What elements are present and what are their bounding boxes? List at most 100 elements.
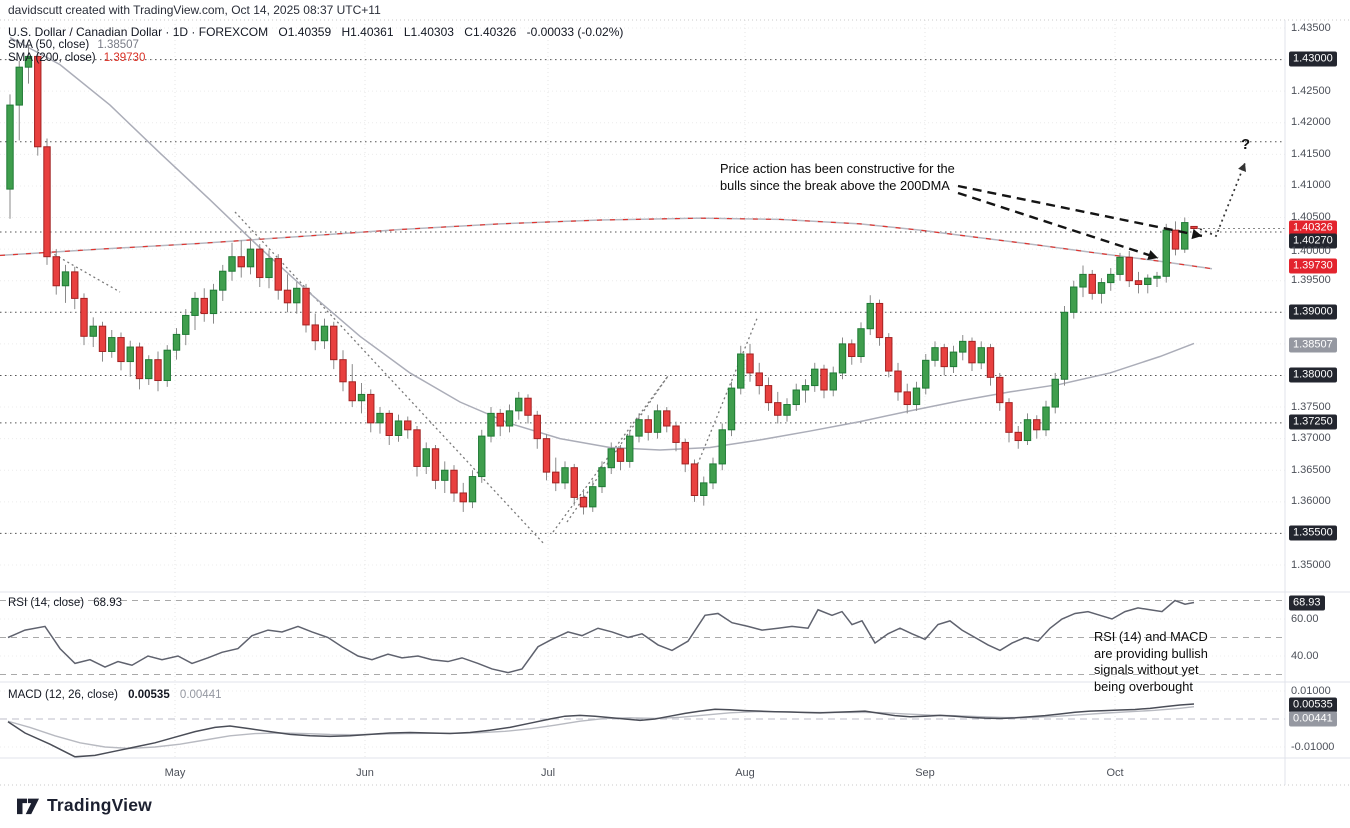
macd-legend[interactable]: MACD (12, 26, close) 0.00535 0.00441 bbox=[8, 689, 222, 701]
candle bbox=[1014, 431, 1022, 442]
attribution-text: davidscutt created with TradingView.com,… bbox=[8, 3, 381, 17]
rsi-label: RSI (14, close) bbox=[8, 597, 85, 609]
rsi-note-line1: RSI (14) and MACD bbox=[1094, 629, 1208, 644]
candle bbox=[61, 271, 70, 287]
candle bbox=[598, 467, 606, 488]
candle bbox=[949, 351, 958, 368]
candle bbox=[1134, 280, 1143, 285]
candle bbox=[709, 463, 717, 484]
candle bbox=[1005, 402, 1013, 433]
candle bbox=[367, 393, 375, 424]
candle bbox=[681, 441, 689, 465]
candle bbox=[6, 104, 14, 190]
macd-axis-label: 0.01000 bbox=[1291, 685, 1331, 697]
time-axis-month-label: Oct bbox=[1106, 767, 1124, 779]
price-axis-label: 1.41000 bbox=[1291, 179, 1331, 191]
candle bbox=[394, 420, 403, 436]
candle bbox=[15, 66, 23, 106]
candle bbox=[1051, 378, 1059, 408]
candle bbox=[616, 448, 625, 462]
moving-averages-layer bbox=[0, 36, 1213, 451]
candle bbox=[764, 385, 773, 404]
macd-axis-label: -0.01000 bbox=[1291, 741, 1335, 753]
candle bbox=[431, 448, 440, 481]
candle bbox=[626, 435, 634, 462]
candle bbox=[1023, 419, 1032, 442]
ohlc-low: L1.40303 bbox=[403, 25, 454, 39]
candle bbox=[875, 302, 884, 339]
main-note-line1: Price action has been constructive for t… bbox=[720, 161, 955, 176]
candle bbox=[755, 372, 763, 387]
candle bbox=[330, 325, 338, 361]
rsi-axis-badge: 68.93 bbox=[1289, 595, 1325, 611]
candle bbox=[71, 271, 79, 299]
sma50-legend[interactable]: SMA (50, close) 1.38507 bbox=[8, 39, 139, 51]
rsi-axis-label: 60.00 bbox=[1291, 613, 1319, 625]
candle bbox=[246, 248, 255, 268]
candle bbox=[1181, 222, 1189, 250]
price-axis-label: 1.37000 bbox=[1291, 432, 1331, 444]
candle bbox=[894, 370, 902, 393]
price-axis-label: 1.35000 bbox=[1291, 559, 1331, 571]
candle bbox=[820, 368, 828, 391]
candle bbox=[792, 389, 800, 406]
candle bbox=[117, 337, 125, 363]
candle bbox=[108, 337, 116, 352]
rsi-legend[interactable]: RSI (14, close) 68.93 bbox=[8, 597, 122, 609]
candle bbox=[542, 438, 551, 473]
candle bbox=[376, 412, 384, 424]
candle bbox=[293, 287, 301, 304]
candle bbox=[339, 359, 347, 383]
price-axis-label: 1.40500 bbox=[1291, 211, 1331, 223]
candle bbox=[561, 467, 569, 484]
candle bbox=[145, 359, 153, 380]
rsi-annotation-note[interactable]: RSI (14) and MACD are providing bullish … bbox=[1094, 629, 1208, 695]
price-axis-badge: 1.35500 bbox=[1289, 525, 1337, 541]
symbol-legend[interactable]: U.S. Dollar / Canadian Dollar · 1D · FOR… bbox=[8, 25, 623, 39]
main-annotation-note[interactable]: Price action has been constructive for t… bbox=[720, 161, 955, 194]
frame-layer bbox=[0, 19, 1350, 786]
annotation-arrows-layer bbox=[957, 162, 1247, 260]
price-axis-label: 1.40000 bbox=[1291, 245, 1331, 257]
candle bbox=[126, 346, 134, 363]
tradingview-logo[interactable]: TradingView bbox=[16, 794, 152, 816]
time-axis-month-label: Sep bbox=[915, 767, 935, 779]
candle bbox=[524, 397, 532, 416]
candle bbox=[468, 476, 477, 503]
price-axis-label: 1.42500 bbox=[1291, 85, 1331, 97]
tradingview-logo-text: TradingView bbox=[47, 794, 152, 815]
candle bbox=[848, 343, 856, 358]
candle bbox=[718, 429, 726, 465]
candle bbox=[1144, 277, 1152, 285]
candle bbox=[552, 471, 560, 484]
candle bbox=[977, 347, 985, 364]
question-mark-annotation[interactable]: ? bbox=[1241, 136, 1251, 153]
rsi-note-line3: signals without yet bbox=[1094, 662, 1199, 677]
macd-axis-badge: 0.00441 bbox=[1289, 711, 1337, 727]
candle bbox=[459, 492, 467, 503]
candle bbox=[172, 333, 181, 351]
candle bbox=[200, 297, 208, 315]
time-axis-month-label: Jun bbox=[356, 767, 374, 779]
sma200-value: 1.39730 bbox=[103, 52, 146, 64]
macd-value: 0.00535 bbox=[128, 689, 170, 701]
rsi-axis-label: 40.00 bbox=[1291, 650, 1319, 662]
time-axis-month-label: Aug bbox=[735, 767, 755, 779]
candle bbox=[422, 448, 430, 467]
price-axis-label: 1.41500 bbox=[1291, 148, 1331, 160]
candle bbox=[838, 343, 847, 374]
candle bbox=[450, 469, 458, 494]
grid-layer bbox=[0, 20, 1285, 758]
candle bbox=[1042, 406, 1050, 431]
sma200-legend[interactable]: SMA (200, close) 1.39730 bbox=[8, 52, 145, 64]
candle bbox=[570, 467, 578, 498]
rsi-pane-layer bbox=[0, 599, 1285, 675]
price-axis-label: 1.36500 bbox=[1291, 464, 1331, 476]
price-axis-badge: 1.38000 bbox=[1289, 367, 1337, 383]
candle bbox=[191, 297, 199, 316]
candle bbox=[274, 258, 282, 291]
rsi-note-line4: being overbought bbox=[1094, 678, 1193, 694]
candle bbox=[1097, 282, 1106, 294]
candle bbox=[1033, 419, 1041, 431]
